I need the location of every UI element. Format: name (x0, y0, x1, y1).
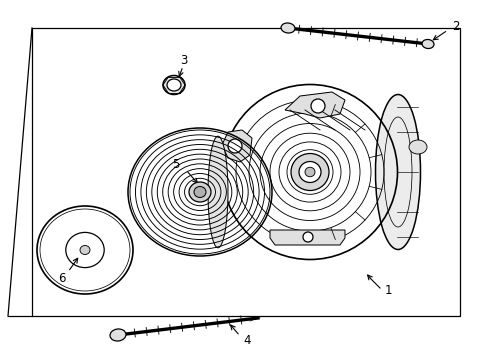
Ellipse shape (409, 140, 427, 154)
Ellipse shape (305, 167, 315, 177)
Ellipse shape (189, 182, 211, 202)
Circle shape (228, 139, 242, 153)
Ellipse shape (163, 76, 185, 95)
Text: 3: 3 (180, 54, 187, 67)
Text: 2: 2 (452, 19, 460, 32)
Ellipse shape (291, 153, 329, 190)
Ellipse shape (194, 186, 206, 198)
Circle shape (311, 99, 325, 113)
Text: 1: 1 (385, 284, 392, 297)
Ellipse shape (375, 95, 420, 249)
Ellipse shape (208, 136, 228, 248)
Text: 6: 6 (58, 273, 66, 285)
Text: 4: 4 (243, 333, 250, 346)
Ellipse shape (299, 162, 321, 183)
Polygon shape (222, 130, 252, 162)
Ellipse shape (167, 79, 181, 91)
Ellipse shape (110, 329, 126, 341)
Circle shape (303, 232, 313, 242)
Polygon shape (270, 230, 345, 245)
Polygon shape (285, 92, 345, 118)
Ellipse shape (422, 40, 434, 49)
Ellipse shape (281, 23, 295, 33)
Text: 5: 5 (172, 158, 179, 171)
Ellipse shape (80, 246, 90, 255)
